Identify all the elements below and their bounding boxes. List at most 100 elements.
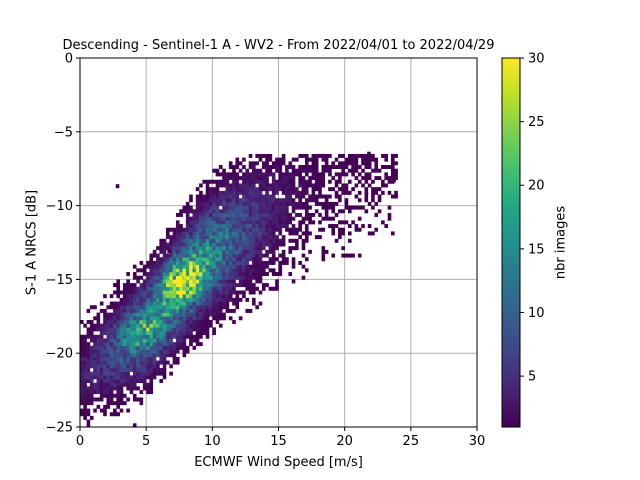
histogram-cell — [242, 198, 246, 203]
histogram-cell — [212, 331, 216, 336]
histogram-cell — [126, 290, 130, 295]
histogram-cell — [235, 249, 240, 254]
histogram-cell — [162, 345, 167, 350]
histogram-cell — [228, 283, 233, 288]
histogram-cell — [103, 327, 107, 332]
histogram-cell — [199, 301, 203, 306]
histogram-cell — [232, 179, 236, 184]
histogram-cell — [189, 257, 193, 262]
histogram-cell — [212, 260, 216, 265]
histogram-cell — [109, 338, 114, 343]
histogram-cell — [113, 290, 117, 295]
histogram-cell — [331, 205, 336, 210]
histogram-cell — [136, 279, 140, 284]
histogram-cell — [189, 301, 193, 306]
histogram-cell — [212, 235, 216, 240]
histogram-cell — [96, 386, 101, 391]
histogram-cell — [222, 212, 226, 217]
histogram-cell — [255, 172, 259, 177]
histogram-cell — [132, 272, 137, 277]
histogram-cell — [175, 356, 180, 361]
histogram-cell — [390, 231, 395, 236]
histogram-cell — [301, 253, 306, 258]
histogram-cell — [311, 183, 316, 188]
histogram-cell — [261, 176, 266, 181]
histogram-cell — [271, 212, 276, 217]
histogram-cell — [80, 338, 84, 343]
histogram-cell — [113, 349, 117, 354]
histogram-cell — [268, 187, 273, 192]
histogram-cell — [202, 305, 207, 310]
histogram-cell — [228, 246, 233, 251]
histogram-cell — [156, 338, 160, 343]
histogram-cell — [192, 327, 197, 332]
histogram-cell — [149, 305, 154, 310]
histogram-cell — [179, 257, 183, 262]
histogram-peak-cell — [183, 275, 187, 280]
histogram-cell — [261, 198, 266, 203]
histogram-cell — [83, 371, 87, 376]
histogram-cell — [377, 194, 382, 199]
histogram-cell — [361, 176, 365, 181]
histogram-cell — [209, 187, 213, 192]
histogram-cell — [281, 209, 286, 214]
histogram-cell — [271, 286, 276, 291]
histogram-cell — [278, 161, 283, 166]
histogram-cell — [162, 316, 167, 321]
histogram-cell — [255, 187, 259, 192]
histogram-cell — [248, 161, 253, 166]
histogram-cell — [103, 356, 107, 361]
histogram-cell — [245, 283, 250, 288]
histogram-cell — [228, 165, 233, 169]
histogram-outlier-cell — [167, 249, 171, 254]
histogram-cell — [311, 194, 316, 199]
histogram-cell — [232, 272, 236, 277]
histogram-cell — [185, 220, 190, 225]
histogram-cell — [89, 338, 94, 343]
histogram-cell — [235, 301, 240, 306]
histogram-cell — [202, 246, 207, 251]
histogram-cell — [232, 209, 236, 214]
histogram-cell — [192, 297, 197, 302]
histogram-cell — [205, 220, 210, 225]
histogram-cell — [156, 323, 160, 328]
histogram-cell — [195, 342, 200, 347]
histogram-cell — [152, 319, 157, 324]
histogram-cell — [139, 297, 144, 302]
histogram-cell — [318, 201, 322, 206]
histogram-cell — [271, 220, 276, 225]
histogram-cell — [156, 334, 160, 339]
histogram-cell — [232, 216, 236, 221]
histogram-cell — [258, 238, 263, 243]
histogram-cell — [169, 305, 173, 310]
histogram-cell — [202, 283, 207, 288]
histogram-cell — [195, 231, 200, 236]
histogram-cell — [195, 316, 200, 321]
histogram-cell — [83, 412, 87, 417]
histogram-cell — [225, 209, 230, 214]
histogram-cell — [179, 301, 183, 306]
histogram-cell — [152, 260, 157, 265]
histogram-cell — [295, 242, 299, 247]
histogram-cell — [308, 194, 312, 199]
histogram-cell — [222, 297, 226, 302]
histogram-cell — [99, 301, 104, 306]
histogram-cell — [232, 253, 236, 258]
histogram-cell — [106, 364, 111, 369]
histogram-cell — [222, 286, 226, 291]
histogram-cell — [182, 264, 187, 269]
histogram-cell — [248, 257, 253, 262]
histogram-cell — [109, 371, 114, 376]
histogram-cell — [245, 308, 250, 313]
histogram-cell — [146, 305, 150, 310]
histogram-cell — [321, 172, 326, 177]
histogram-cell — [96, 364, 101, 369]
histogram-cell — [261, 272, 266, 277]
histogram-cell — [288, 161, 293, 166]
histogram-cell — [298, 194, 302, 199]
histogram-cell — [245, 220, 250, 225]
histogram-cell — [172, 319, 177, 324]
histogram-cell — [212, 253, 216, 258]
histogram-cell — [265, 183, 269, 188]
histogram-cell — [242, 279, 246, 284]
